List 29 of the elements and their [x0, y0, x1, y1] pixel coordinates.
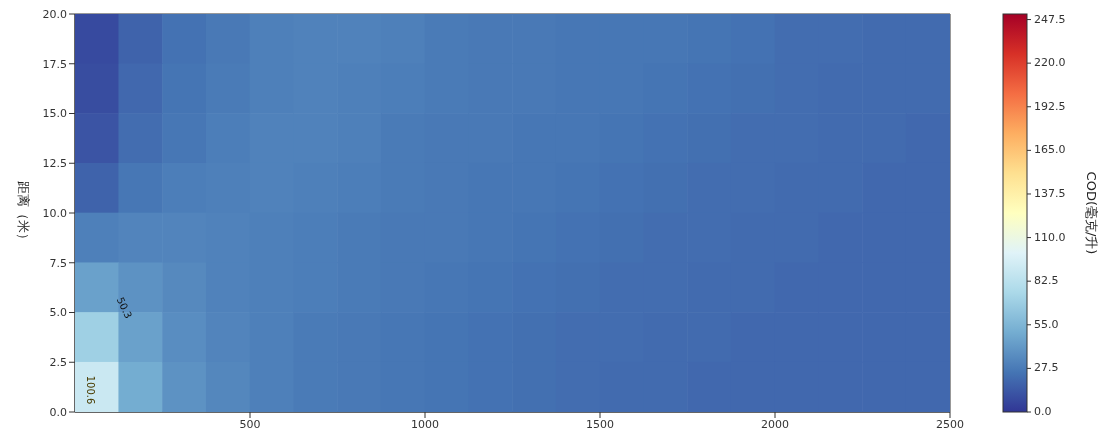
- y-tick-label: 2.5: [49, 356, 67, 370]
- color-bar-label: 55.0: [1034, 317, 1059, 331]
- y-tick-label: 17.5: [42, 57, 67, 71]
- color-bar-title: COD(毫克/升): [1083, 171, 1099, 255]
- annotation: 50.3: [114, 295, 135, 321]
- y-tick-label: 7.5: [49, 256, 67, 270]
- y-tick-label: 15.0: [42, 107, 67, 121]
- color-bar-label: 0.0: [1034, 405, 1052, 418]
- x-tick-label: 2000: [761, 417, 789, 431]
- x-tick-label: 500: [239, 417, 261, 431]
- color-bar-label: 82.5: [1034, 274, 1059, 288]
- color-bar-label: 220.0: [1034, 56, 1066, 70]
- y-tick-label: 12.5: [42, 157, 67, 171]
- y-tick-label: 10.0: [42, 206, 67, 220]
- x-tick-label: 2500: [936, 417, 964, 431]
- color-bar-label: 27.5: [1034, 361, 1059, 375]
- x-tick-label: 1000: [411, 417, 439, 431]
- annotation: 100.6: [85, 375, 96, 405]
- y-tick-label: 5.0: [49, 306, 67, 320]
- x-tick-label: 1500: [586, 417, 614, 431]
- color-bar-label: 165.0: [1034, 143, 1066, 157]
- y-axis-title: 距离（米）: [15, 180, 31, 246]
- color-bar-label: 110.0: [1034, 230, 1066, 244]
- colorbar: 0.0 27.5 55.0 82.5 110.0 137.5 165.0 192.5 220.0 247.5: [1002, 12, 1066, 418]
- color-bar-label: 247.5: [1034, 12, 1066, 26]
- y-tick-label: 20.0: [42, 7, 67, 21]
- color-bar-label: 137.5: [1034, 186, 1066, 200]
- y-tick-label: 0.0: [49, 405, 67, 419]
- color-bar-label: 192.5: [1034, 99, 1066, 113]
